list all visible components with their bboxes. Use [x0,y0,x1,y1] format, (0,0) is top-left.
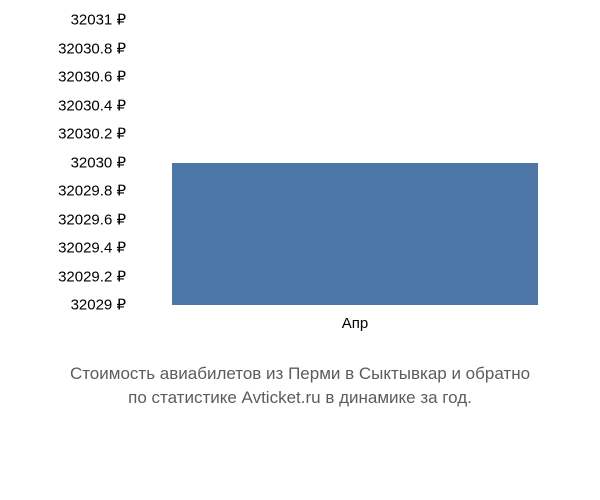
y-tick: 32030.6 ₽ [20,70,126,85]
y-tick: 32029.2 ₽ [20,269,126,284]
x-axis: Апр [135,315,575,345]
chart-container: 32031 ₽ 32030.8 ₽ 32030.6 ₽ 32030.4 ₽ 32… [20,20,580,360]
bar [172,163,538,306]
y-tick: 32029.4 ₽ [20,241,126,256]
caption-line-2: по статистике Avticket.ru в динамике за … [30,386,570,410]
chart-caption: Стоимость авиабилетов из Перми в Сыктывк… [30,362,570,410]
y-axis: 32031 ₽ 32030.8 ₽ 32030.6 ₽ 32030.4 ₽ 32… [20,20,130,310]
x-tick: Апр [342,315,368,332]
y-tick: 32029 ₽ [20,298,126,313]
y-tick: 32030.2 ₽ [20,127,126,142]
caption-line-1: Стоимость авиабилетов из Перми в Сыктывк… [30,362,570,386]
y-tick: 32029.8 ₽ [20,184,126,199]
y-tick: 32030 ₽ [20,155,126,170]
y-tick: 32030.8 ₽ [20,41,126,56]
plot-area [135,20,575,305]
y-tick: 32030.4 ₽ [20,98,126,113]
y-tick: 32031 ₽ [20,13,126,28]
y-tick: 32029.6 ₽ [20,212,126,227]
